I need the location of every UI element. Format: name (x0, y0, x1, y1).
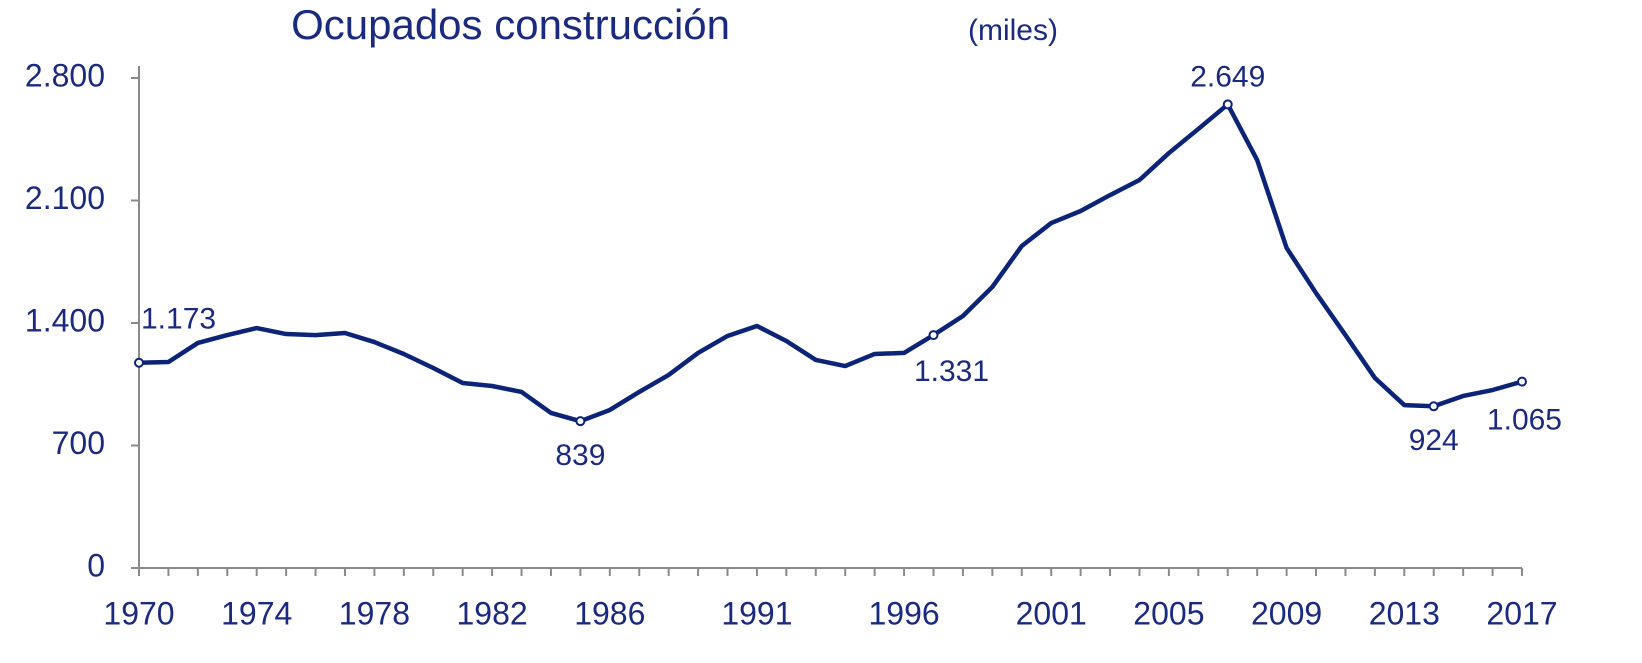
data-label: 2.649 (1190, 60, 1265, 93)
point-marker (1517, 376, 1527, 387)
point-marker (1428, 401, 1439, 412)
data-label: 924 (1409, 424, 1459, 457)
data-label: 1.065 (1487, 404, 1562, 437)
x-tick-label: 2001 (1016, 595, 1087, 631)
x-tick-label: 2013 (1369, 595, 1440, 631)
x-tick-label: 2005 (1133, 595, 1204, 631)
point-marker (134, 357, 144, 368)
x-tick-label: 2009 (1251, 595, 1322, 631)
x-tick-label: 1991 (721, 595, 792, 631)
x-tick-label: 1982 (457, 595, 528, 631)
x-tick-label: 1996 (868, 595, 939, 631)
point-marker (928, 330, 939, 341)
data-label: 1.173 (141, 303, 216, 336)
point-marker (575, 416, 586, 427)
y-tick-label: 0 (87, 547, 105, 583)
x-tick-label: 1970 (103, 595, 174, 631)
y-tick-label: 1.400 (25, 302, 105, 338)
data-label: 1.331 (914, 355, 989, 388)
chart-unit: (miles) (968, 14, 1058, 47)
y-tick-label: 2.100 (25, 180, 105, 216)
point-marker (1222, 99, 1233, 110)
x-tick-label: 2017 (1486, 595, 1557, 631)
x-tick-label: 1978 (339, 595, 410, 631)
y-tick-label: 700 (52, 425, 105, 461)
y-tick-label: 2.800 (25, 57, 105, 93)
x-tick-label: 1974 (221, 595, 292, 631)
line-series (138, 102, 1523, 424)
chart-title: Ocupados construcción (291, 1, 730, 48)
x-tick-label: 1986 (574, 595, 645, 631)
data-label: 839 (555, 439, 605, 472)
